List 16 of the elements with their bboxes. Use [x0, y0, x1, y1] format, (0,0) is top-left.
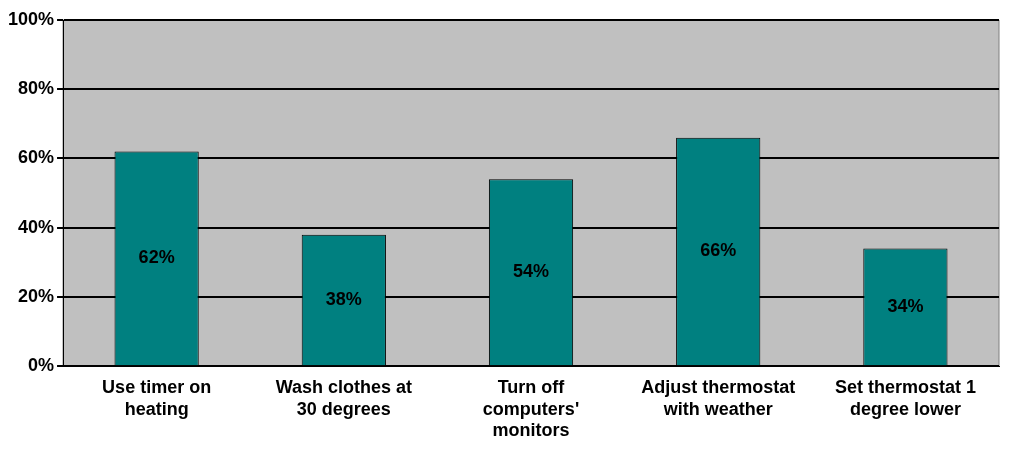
x-tick-label: Wash clothes at 30 degrees	[275, 376, 413, 419]
y-tick-label: 100%	[7, 8, 55, 29]
x-tick-label: Set thermostat 1 degree lower	[834, 376, 976, 419]
x-tick-label: Adjust thermostat with weather	[641, 376, 796, 419]
data-label: 34%	[887, 295, 924, 316]
y-tick-label: 0%	[28, 355, 55, 376]
data-label: 54%	[513, 261, 550, 282]
x-tick-label: Use timer on heating	[102, 376, 212, 419]
y-tick-label: 60%	[18, 147, 55, 168]
data-label: 62%	[138, 247, 175, 268]
y-tick-label: 80%	[18, 78, 55, 99]
y-tick-label: 20%	[18, 285, 55, 306]
x-tick-label: Turn off computers' monitors	[482, 376, 580, 441]
data-label: 66%	[700, 240, 737, 261]
data-label: 38%	[325, 288, 362, 309]
y-tick-label: 40%	[18, 216, 55, 237]
